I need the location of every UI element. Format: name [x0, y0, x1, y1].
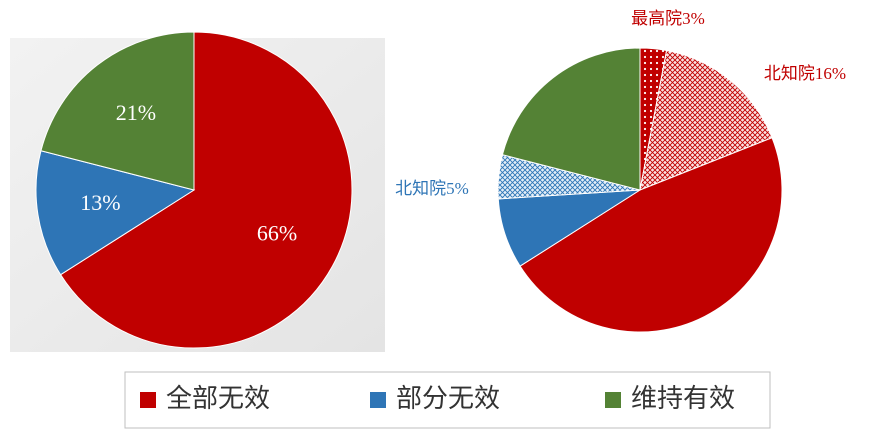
legend-swatch [605, 392, 621, 408]
data-label: 13% [80, 190, 120, 215]
pie-slice [639, 49, 773, 191]
legend-label: 维持有效 [631, 384, 735, 413]
data-label: 北知院5% [395, 179, 469, 198]
legend-label: 部分无效 [396, 384, 500, 413]
pie-slice [519, 137, 783, 333]
pie-slice [59, 31, 353, 349]
legend: 全部无效 部分无效 维持有效 [140, 384, 735, 413]
pie-slice [40, 31, 195, 191]
data-label: 最高院3% [631, 9, 705, 28]
pie-slice [35, 150, 196, 276]
legend-swatch [370, 392, 386, 408]
pie-slice [501, 47, 641, 191]
data-label: 21% [116, 100, 156, 125]
legend-label: 全部无效 [166, 384, 270, 413]
data-label: 66% [257, 221, 297, 246]
data-label: 北知院16% [764, 64, 846, 83]
legend-swatch [140, 392, 156, 408]
legend-box [124, 371, 771, 429]
